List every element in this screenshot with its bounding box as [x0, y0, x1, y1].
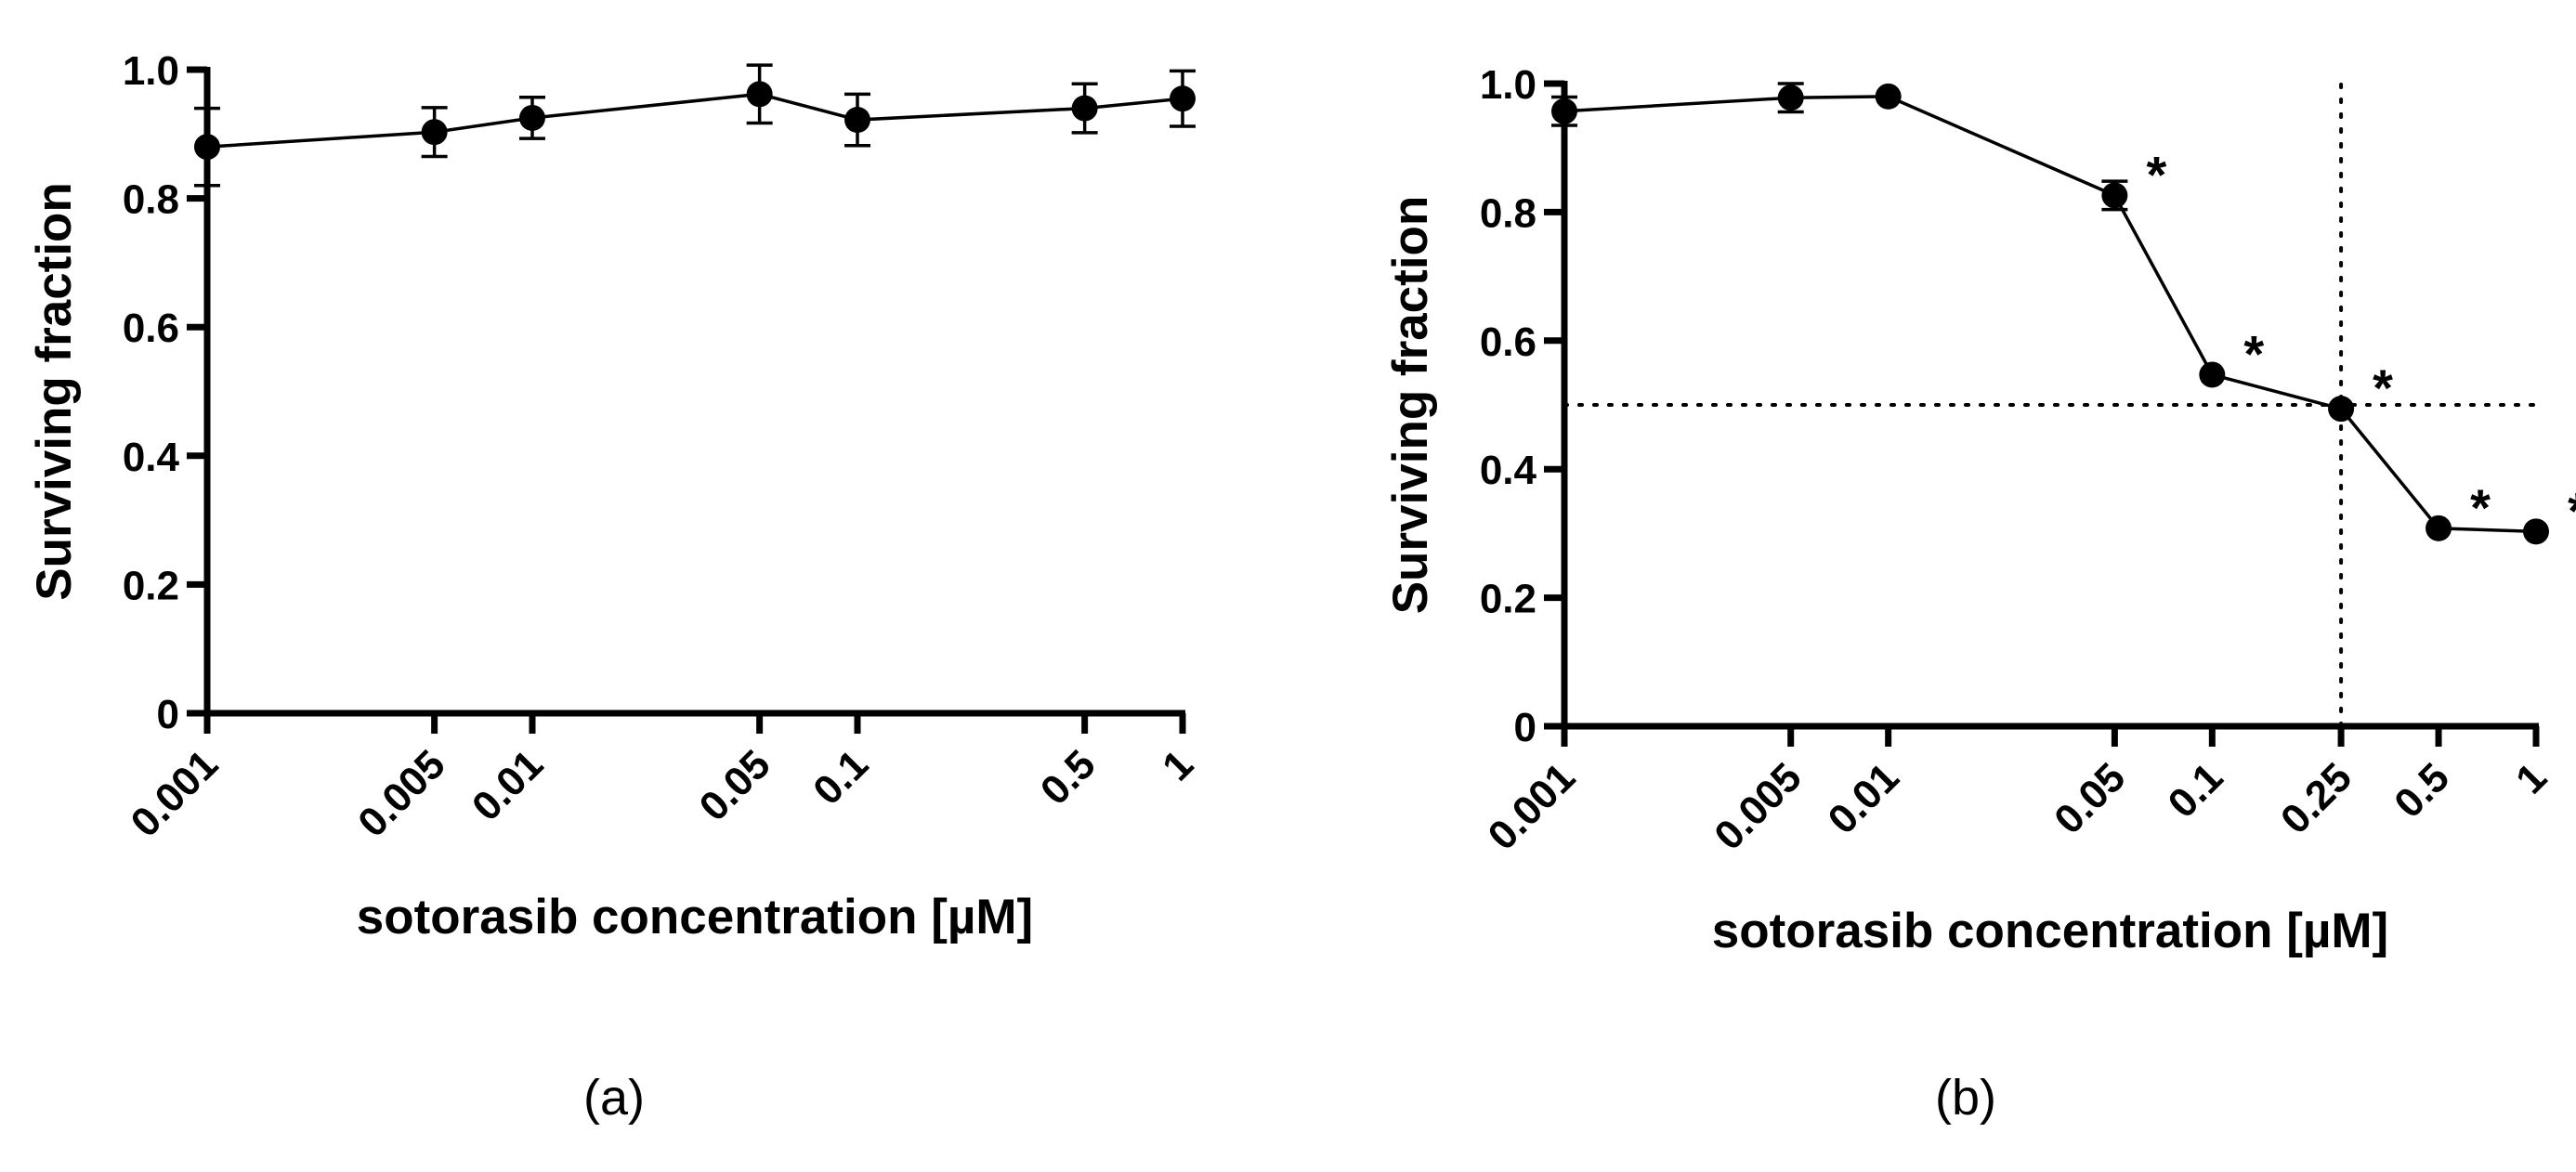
data-point: [194, 134, 220, 161]
x-tick-label: 0.5: [2386, 754, 2458, 827]
y-tick-label: 1.0: [1480, 62, 1536, 108]
x-tick-label: 1: [2507, 754, 2556, 802]
data-point: [2523, 518, 2549, 545]
y-axis-label: Surviving fraction: [1383, 196, 1438, 615]
data-point: [519, 104, 545, 131]
data-point: [421, 119, 448, 146]
data-point: [2199, 361, 2226, 388]
data-point: [746, 81, 773, 108]
chart-panel-a: 0 0.2 0.4 0.6 0.8 1.0 0.001 0.005 0.01 0.05 0.1 0.5…: [27, 48, 1202, 1126]
x-tick-label: 0.25: [2272, 754, 2360, 842]
data-point: [1551, 98, 1577, 124]
x-axis-label: sotorasib concentration [µM]: [1712, 904, 2388, 958]
y-tick-label: 0.6: [123, 306, 179, 351]
y-tick-label: 0.6: [1480, 319, 1536, 365]
x-tick-label: 0.001: [1480, 754, 1585, 859]
data-point: [1071, 95, 1098, 122]
significance-star: *: [2146, 145, 2166, 203]
data-point: [844, 107, 870, 134]
y-tick-label: 0.2: [123, 563, 179, 608]
y-tick-label: 0.8: [1480, 190, 1536, 236]
x-tick-label: 0.01: [1820, 754, 1908, 842]
panel-label: (a): [583, 1070, 645, 1126]
significance-star: *: [2243, 324, 2264, 383]
significance-star: *: [2373, 358, 2393, 417]
x-tick-label: 1: [1154, 741, 1202, 789]
data-series-line: [206, 92, 1183, 149]
x-tick-label: 0.1: [2160, 754, 2232, 827]
x-tick-label: 0.1: [804, 741, 877, 814]
y-tick-label: 0.8: [123, 177, 179, 223]
x-tick-label: 0.05: [2046, 754, 2134, 842]
data-point: [1875, 83, 1902, 110]
x-tick-label: 0.005: [1706, 754, 1811, 859]
data-point: [1170, 85, 1196, 112]
chart-panel-b: 0 0.2 0.4 0.6 0.8 1.0 0.001 0.005 0.01 0.05 0.1 0.2…: [1383, 62, 2576, 1126]
y-tick-label: 0.2: [1480, 577, 1536, 622]
y-tick-label: 0.4: [1480, 448, 1537, 493]
x-tick-label: 0.5: [1032, 741, 1105, 814]
significance-star: *: [2470, 478, 2491, 537]
data-point: [2328, 396, 2355, 423]
data-point: [2426, 514, 2452, 541]
significance-star: *: [2568, 481, 2576, 540]
x-axis-label: sotorasib concentration [µM]: [357, 890, 1033, 944]
y-axis-label: Surviving fraction: [27, 182, 82, 601]
data-point: [1777, 85, 1804, 111]
y-tick-label: 0.4: [123, 435, 180, 480]
data-point: [2101, 182, 2128, 209]
x-tick-label: 0.001: [123, 741, 228, 846]
y-tick-label: 0: [1514, 705, 1536, 750]
x-tick-label: 0.005: [349, 741, 454, 846]
data-series-line: [1563, 95, 2537, 534]
y-tick-label: 1.0: [123, 48, 179, 94]
x-tick-label: 0.05: [691, 741, 779, 829]
y-tick-label: 0: [157, 692, 179, 737]
panel-label: (b): [1935, 1070, 1996, 1126]
x-tick-label: 0.01: [464, 741, 552, 829]
